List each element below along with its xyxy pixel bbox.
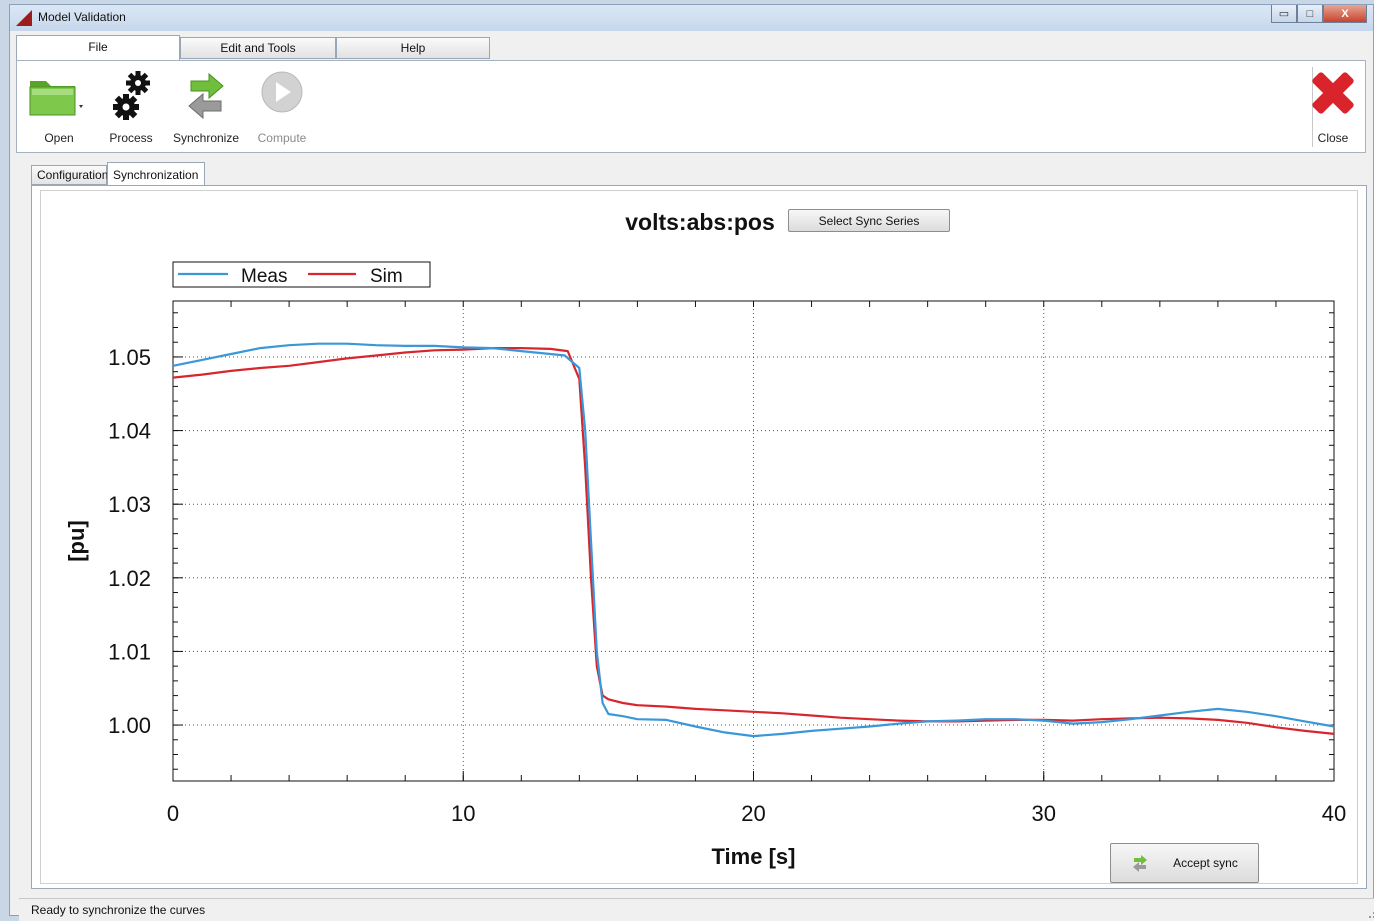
legend-label-sim: Sim [370,266,403,287]
y-tick-label: 1.05 [108,345,151,370]
legend-label-meas: Meas [241,266,287,287]
series-line-meas [172,342,1335,738]
x-axis-label: Time [s] [712,844,796,869]
tab-file[interactable]: File [16,35,180,61]
close-icon: X [1341,7,1349,20]
x-tick-label: 30 [1032,801,1056,826]
x-tick-label: 0 [167,801,179,826]
y-tick-label: 1.03 [108,492,151,517]
minimize-button[interactable]: ▭ [1271,5,1297,23]
synchronize-button[interactable]: Synchronize [171,67,241,147]
status-text: Ready to synchronize the curves [31,903,206,917]
y-tick-label: 1.01 [108,639,151,664]
synchronization-panel: 0 10 20 30 40 1.00 1.01 1.02 1.03 1.04 1.05 volts:a… [31,185,1367,889]
tab-help-label: Help [400,41,426,55]
maximize-icon: □ [1306,7,1314,20]
tab-synchronization[interactable]: Synchronization [107,162,205,186]
y-tick-label: 1.04 [108,419,151,444]
sync-arrows-icon [1133,855,1148,872]
window-controls: ▭ □ X [1271,5,1367,23]
select-sync-series-button[interactable]: Select Sync Series [788,209,950,232]
close-label: Close [1317,131,1349,145]
status-bar: Ready to synchronize the curves [19,898,1374,921]
tab-edit-and-tools[interactable]: Edit and Tools [180,37,336,59]
app-window: Model Validation ▭ □ X File Edit and Too… [9,4,1374,921]
play-icon [261,71,303,113]
accept-sync-label: Accept sync [1173,856,1238,870]
tab-synchronization-label: Synchronization [113,167,199,182]
app-logo-icon [16,10,32,26]
compute-button[interactable]: Compute [247,67,317,147]
synchronize-label: Synchronize [172,131,240,145]
y-tick-label: 1.00 [108,713,151,738]
y-tick-label: 1.02 [108,566,151,591]
ribbon-toolbar: Open Process [16,60,1366,153]
plot-frame [40,190,1358,884]
tab-configuration-label: Configuration [37,168,109,182]
chart[interactable]: 0 10 20 30 40 1.00 1.01 1.02 1.03 1.04 1.05 volts:a… [32,186,1368,890]
minimize-icon: ▭ [1278,8,1290,20]
open-button[interactable]: Open [24,67,94,147]
folder-icon [29,81,83,116]
red-x-icon [1312,72,1354,114]
chart-title: volts:abs:pos [625,209,775,235]
maximize-button[interactable]: □ [1297,5,1323,23]
ribbon-separator [1312,67,1313,147]
x-tick-label: 20 [741,801,765,826]
x-tick-label: 40 [1322,801,1346,826]
open-label: Open [44,131,74,145]
window-close-button[interactable]: X [1323,5,1367,23]
compute-label: Compute [257,131,307,145]
series-line-sim [172,347,1335,735]
close-app-button[interactable]: Close [1305,67,1361,147]
sync-arrows-icon [188,72,224,120]
select-sync-series-label: Select Sync Series [818,213,920,228]
resize-grip-icon[interactable] [1368,907,1374,919]
title-bar[interactable]: Model Validation ▭ □ X [10,5,1373,31]
tab-edit-and-tools-label: Edit and Tools [220,41,296,55]
tab-configuration[interactable]: Configuration [31,165,109,185]
process-button[interactable]: Process [96,67,166,147]
y-axis-label: [pu] [64,520,89,562]
tab-help[interactable]: Help [336,37,490,59]
window-title: Model Validation [38,10,126,24]
chart-legend: Meas Sim [172,261,431,288]
tab-file-label: File [88,40,108,54]
accept-sync-button[interactable]: Accept sync [1110,843,1259,883]
gears-icon [113,71,150,120]
process-label: Process [109,131,153,145]
x-tick-label: 10 [451,801,475,826]
